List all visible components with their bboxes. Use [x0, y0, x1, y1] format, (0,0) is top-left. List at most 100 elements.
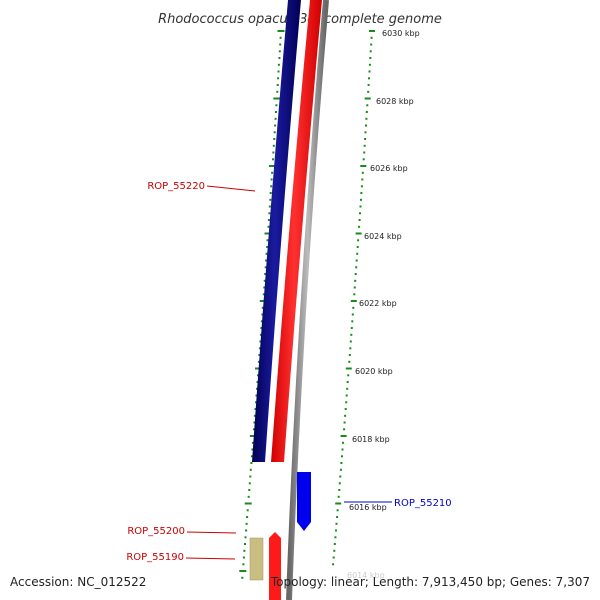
minor-tick: [359, 205, 362, 208]
minor-tick: [244, 536, 247, 539]
major-tick: [369, 30, 375, 32]
minor-tick: [273, 131, 276, 134]
scale-label: 6022 kbp: [359, 299, 397, 308]
minor-tick: [276, 84, 279, 86]
minor-tick: [266, 246, 269, 248]
minor-tick: [360, 198, 362, 201]
gene-rop-55210-arrow[interactable]: [297, 472, 311, 531]
gene-label-rop-55220[interactable]: ROP_55220: [147, 181, 205, 192]
minor-tick: [272, 158, 274, 161]
minor-tick: [264, 273, 267, 275]
minor-tick: [246, 516, 249, 518]
minor-tick: [244, 543, 246, 545]
scale-label: 6016 kbp: [349, 503, 387, 512]
gene-label-rop-55200[interactable]: ROP_55200: [127, 526, 185, 537]
minor-tick: [339, 468, 342, 471]
minor-tick: [270, 178, 273, 181]
minor-tick: [361, 171, 364, 174]
major-tick: [269, 165, 276, 167]
minor-tick: [261, 313, 264, 316]
minor-tick: [261, 306, 264, 309]
minor-tick: [349, 347, 352, 350]
minor-tick: [253, 421, 256, 424]
minor-tick: [336, 516, 339, 518]
major-tick: [345, 367, 352, 370]
minor-tick: [338, 482, 341, 485]
minor-tick: [342, 441, 344, 444]
cds-track-band[interactable]: [271, 0, 322, 462]
minor-tick: [351, 320, 354, 323]
minor-tick: [267, 225, 270, 228]
minor-tick: [259, 340, 262, 343]
minor-tick: [355, 259, 358, 262]
scale-label: 6024 kbp: [364, 232, 402, 241]
minor-tick: [369, 57, 372, 59]
minor-tick: [251, 448, 254, 451]
minor-tick: [278, 57, 281, 59]
minor-tick: [341, 455, 343, 458]
minor-tick: [273, 138, 276, 140]
minor-tick: [274, 124, 277, 127]
gene-label-rop-55210[interactable]: ROP_55210: [394, 498, 452, 509]
major-tick: [249, 435, 257, 437]
minor-tick: [258, 354, 261, 356]
minor-tick: [369, 50, 372, 53]
minor-tick: [254, 408, 257, 410]
minor-tick: [243, 549, 246, 552]
minor-tick: [368, 77, 370, 80]
minor-tick: [250, 462, 253, 464]
minor-tick: [346, 387, 349, 390]
gene-rop-55200-arrow[interactable]: [269, 532, 281, 600]
minor-tick: [356, 246, 359, 248]
minor-tick: [350, 333, 353, 336]
minor-tick: [364, 138, 367, 140]
minor-tick: [256, 381, 259, 383]
topology-text: Topology: linear; Length: 7,913,450 bp; …: [270, 575, 590, 589]
minor-tick: [279, 36, 282, 39]
minor-tick: [260, 320, 263, 323]
minor-tick: [335, 529, 337, 532]
minor-tick: [352, 306, 355, 309]
minor-tick: [262, 293, 265, 296]
minor-tick: [346, 381, 349, 383]
gene-rop-55200-connector: [186, 531, 237, 534]
minor-tick: [277, 63, 280, 66]
minor-tick: [264, 266, 267, 269]
minor-tick: [255, 394, 258, 397]
minor-tick: [263, 286, 266, 289]
minor-tick: [247, 495, 250, 498]
major-tick: [355, 232, 362, 235]
minor-tick: [275, 104, 278, 107]
gene-track-band[interactable]: [252, 0, 302, 462]
minor-tick: [245, 529, 248, 532]
minor-tick: [268, 205, 271, 208]
major-tick: [277, 30, 285, 32]
minor-tick: [365, 111, 368, 113]
minor-tick: [334, 536, 337, 539]
gene-rop-55220-connector: [206, 185, 256, 192]
minor-tick: [257, 374, 259, 377]
minor-tick: [368, 70, 371, 73]
gene-rop-55190-block[interactable]: [249, 537, 264, 581]
minor-tick: [275, 111, 277, 113]
minor-tick: [271, 171, 274, 174]
minor-tick: [338, 489, 341, 491]
major-tick: [340, 435, 347, 437]
gene-label-rop-55190[interactable]: ROP_55190: [126, 552, 184, 563]
minor-tick: [339, 475, 342, 478]
minor-tick: [349, 340, 352, 343]
minor-tick: [370, 36, 373, 39]
minor-tick: [278, 50, 281, 53]
minor-tick: [274, 117, 277, 120]
minor-tick: [252, 428, 255, 431]
minor-tick: [265, 259, 268, 262]
minor-tick: [348, 354, 351, 356]
minor-tick: [266, 239, 269, 242]
minor-tick: [344, 414, 347, 417]
minor-tick: [350, 327, 353, 329]
minor-tick: [267, 219, 270, 221]
minor-tick: [333, 549, 336, 552]
right-tick-track: [332, 30, 375, 566]
minor-tick: [344, 408, 347, 410]
